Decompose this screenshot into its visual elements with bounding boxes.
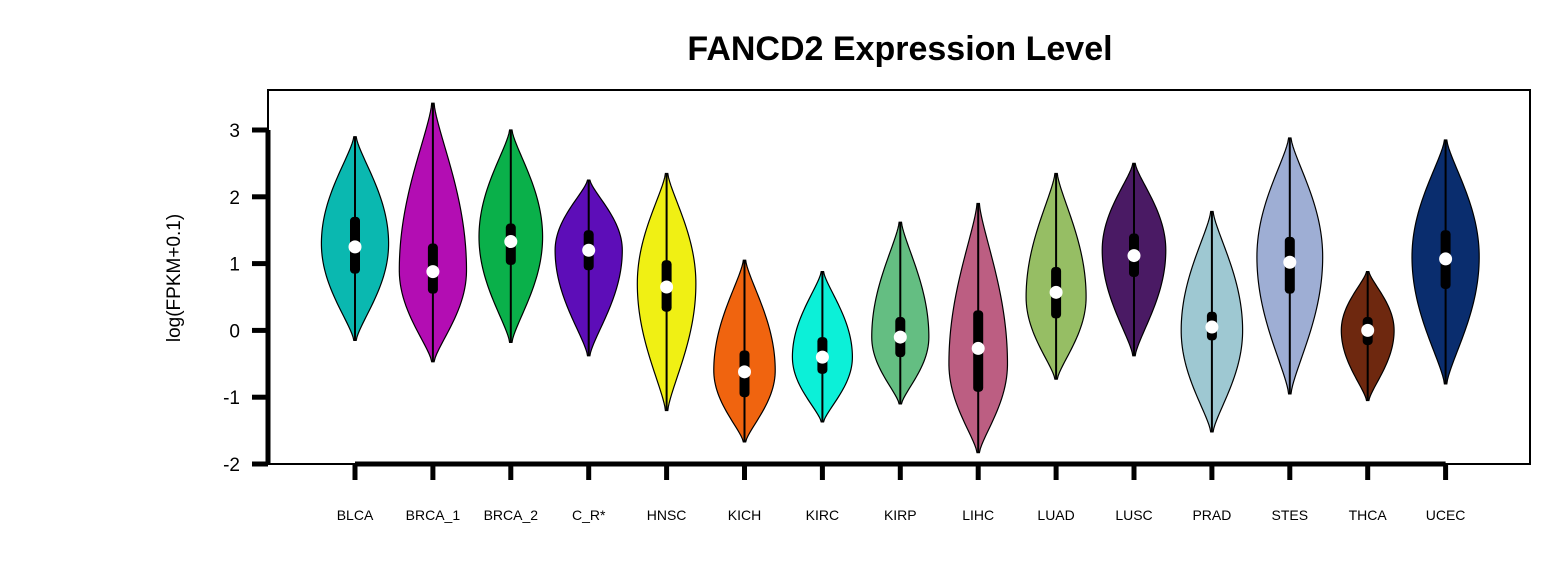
- x-tick-label: UCEC: [1426, 507, 1466, 523]
- x-tick-label: STES: [1272, 507, 1309, 523]
- violins-group: [320, 102, 1480, 454]
- violin-blca: [320, 136, 390, 342]
- violin-median-point: [971, 341, 985, 355]
- violin-median-point: [1127, 249, 1141, 263]
- violin-luad: [1025, 172, 1087, 380]
- violin-kirc: [791, 271, 854, 423]
- x-tick-label: PRAD: [1192, 507, 1231, 523]
- violin-thca: [1340, 271, 1395, 402]
- y-tick-label: 0: [229, 321, 240, 342]
- violin-median-point: [815, 350, 829, 364]
- violin-prad: [1180, 210, 1244, 433]
- violin-brca-1: [398, 102, 468, 363]
- x-tick-label: KICH: [728, 507, 761, 523]
- y-tick-label: 3: [229, 121, 240, 142]
- x-tick-label: KIRC: [806, 507, 839, 523]
- chart-title: FANCD2 Expression Level: [687, 30, 1112, 68]
- violin-hnsc: [636, 172, 697, 412]
- violin-lihc: [948, 202, 1009, 454]
- violin-median-point: [426, 265, 440, 279]
- violin-median-point: [348, 240, 362, 254]
- violin-kirp: [871, 221, 930, 405]
- x-tick-label: HNSC: [647, 507, 687, 523]
- violin-median-point: [1439, 252, 1453, 266]
- violin-brca-2: [478, 129, 544, 344]
- violin-ucec: [1411, 139, 1480, 385]
- x-tick-label: THCA: [1349, 507, 1388, 523]
- x-tick-label: LIHC: [962, 507, 994, 523]
- y-axis-label: log(FPKM+0.1): [164, 214, 185, 342]
- violin-median-point: [660, 280, 674, 294]
- y-tick-label: -1: [223, 388, 240, 409]
- x-tick-label: LUSC: [1115, 507, 1152, 523]
- x-axis: BLCA BRCA_1 BRCA_2 C_R* HNSC KICH KIRC KIRP LIHC…: [337, 461, 1466, 523]
- violin-lusc: [1101, 162, 1167, 357]
- violin-kich: [713, 259, 776, 443]
- y-tick-label: 1: [229, 255, 240, 276]
- x-tick-label: C_R*: [572, 507, 606, 523]
- violin-median-point: [1283, 255, 1297, 269]
- violin-c-r-: [554, 179, 623, 357]
- violin-median-point: [1361, 323, 1375, 337]
- violin-median-point: [504, 235, 518, 249]
- x-tick-label: BRCA_2: [484, 507, 539, 523]
- x-tick-label: BRCA_1: [406, 507, 461, 523]
- y-tick-label: -2: [223, 455, 240, 476]
- violin-stes: [1256, 137, 1324, 395]
- violin-median-point: [893, 330, 907, 344]
- x-tick-label: BLCA: [337, 507, 374, 523]
- y-tick-label: 2: [229, 188, 240, 209]
- y-axis: 3 2 1 0 -1 -2: [223, 121, 271, 476]
- violin-median-point: [738, 365, 751, 379]
- violin-median-point: [582, 243, 596, 257]
- x-tick-label: LUAD: [1037, 507, 1074, 523]
- violin-median-point: [1049, 285, 1063, 299]
- x-tick-label: KIRP: [884, 507, 917, 523]
- violin-median-point: [1205, 320, 1219, 334]
